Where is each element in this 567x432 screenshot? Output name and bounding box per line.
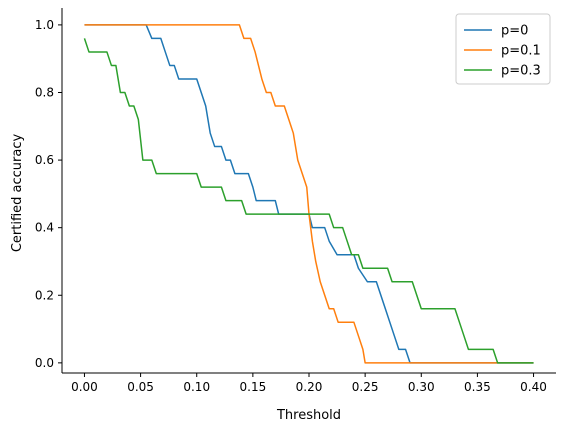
legend: p=0 p=0.1 p=0.3 [455, 13, 551, 85]
legend-label-1: p=0.1 [501, 44, 541, 59]
x-tick-label: 0.30 [408, 380, 435, 394]
x-tick-label: 0.10 [183, 380, 210, 394]
y-tick-label: 0.2 [35, 288, 54, 302]
y-tick-label: 0.0 [35, 356, 54, 370]
plot-lines [83, 24, 534, 364]
y-tick-label: 0.4 [35, 221, 54, 235]
legend-label-0: p=0 [501, 24, 528, 39]
y-ticks: 0.0 0.2 0.4 0.6 0.8 1.0 [35, 18, 62, 370]
y-axis-label: Certified accuracy [10, 134, 25, 253]
y-tick-label: 1.0 [35, 18, 54, 32]
x-tick-label: 0.00 [71, 380, 98, 394]
legend-box [455, 13, 551, 85]
series-line-0 [84, 24, 534, 364]
y-tick-label: 0.6 [35, 153, 54, 167]
x-axis-label: Threshold [276, 408, 341, 423]
x-tick-label: 0.15 [240, 380, 267, 394]
y-tick-label: 0.8 [35, 85, 54, 99]
x-tick-label: 0.40 [520, 380, 547, 394]
x-tick-label: 0.35 [464, 380, 491, 394]
x-tick-label: 0.25 [352, 380, 379, 394]
series-line-2 [83, 38, 534, 364]
series-line-1 [84, 24, 534, 364]
x-tick-label: 0.20 [296, 380, 323, 394]
x-tick-label: 0.05 [127, 380, 154, 394]
legend-label-2: p=0.3 [501, 64, 541, 79]
x-ticks: 0.00 0.05 0.10 0.15 0.20 0.25 0.30 0.35 0.40 [71, 373, 547, 394]
